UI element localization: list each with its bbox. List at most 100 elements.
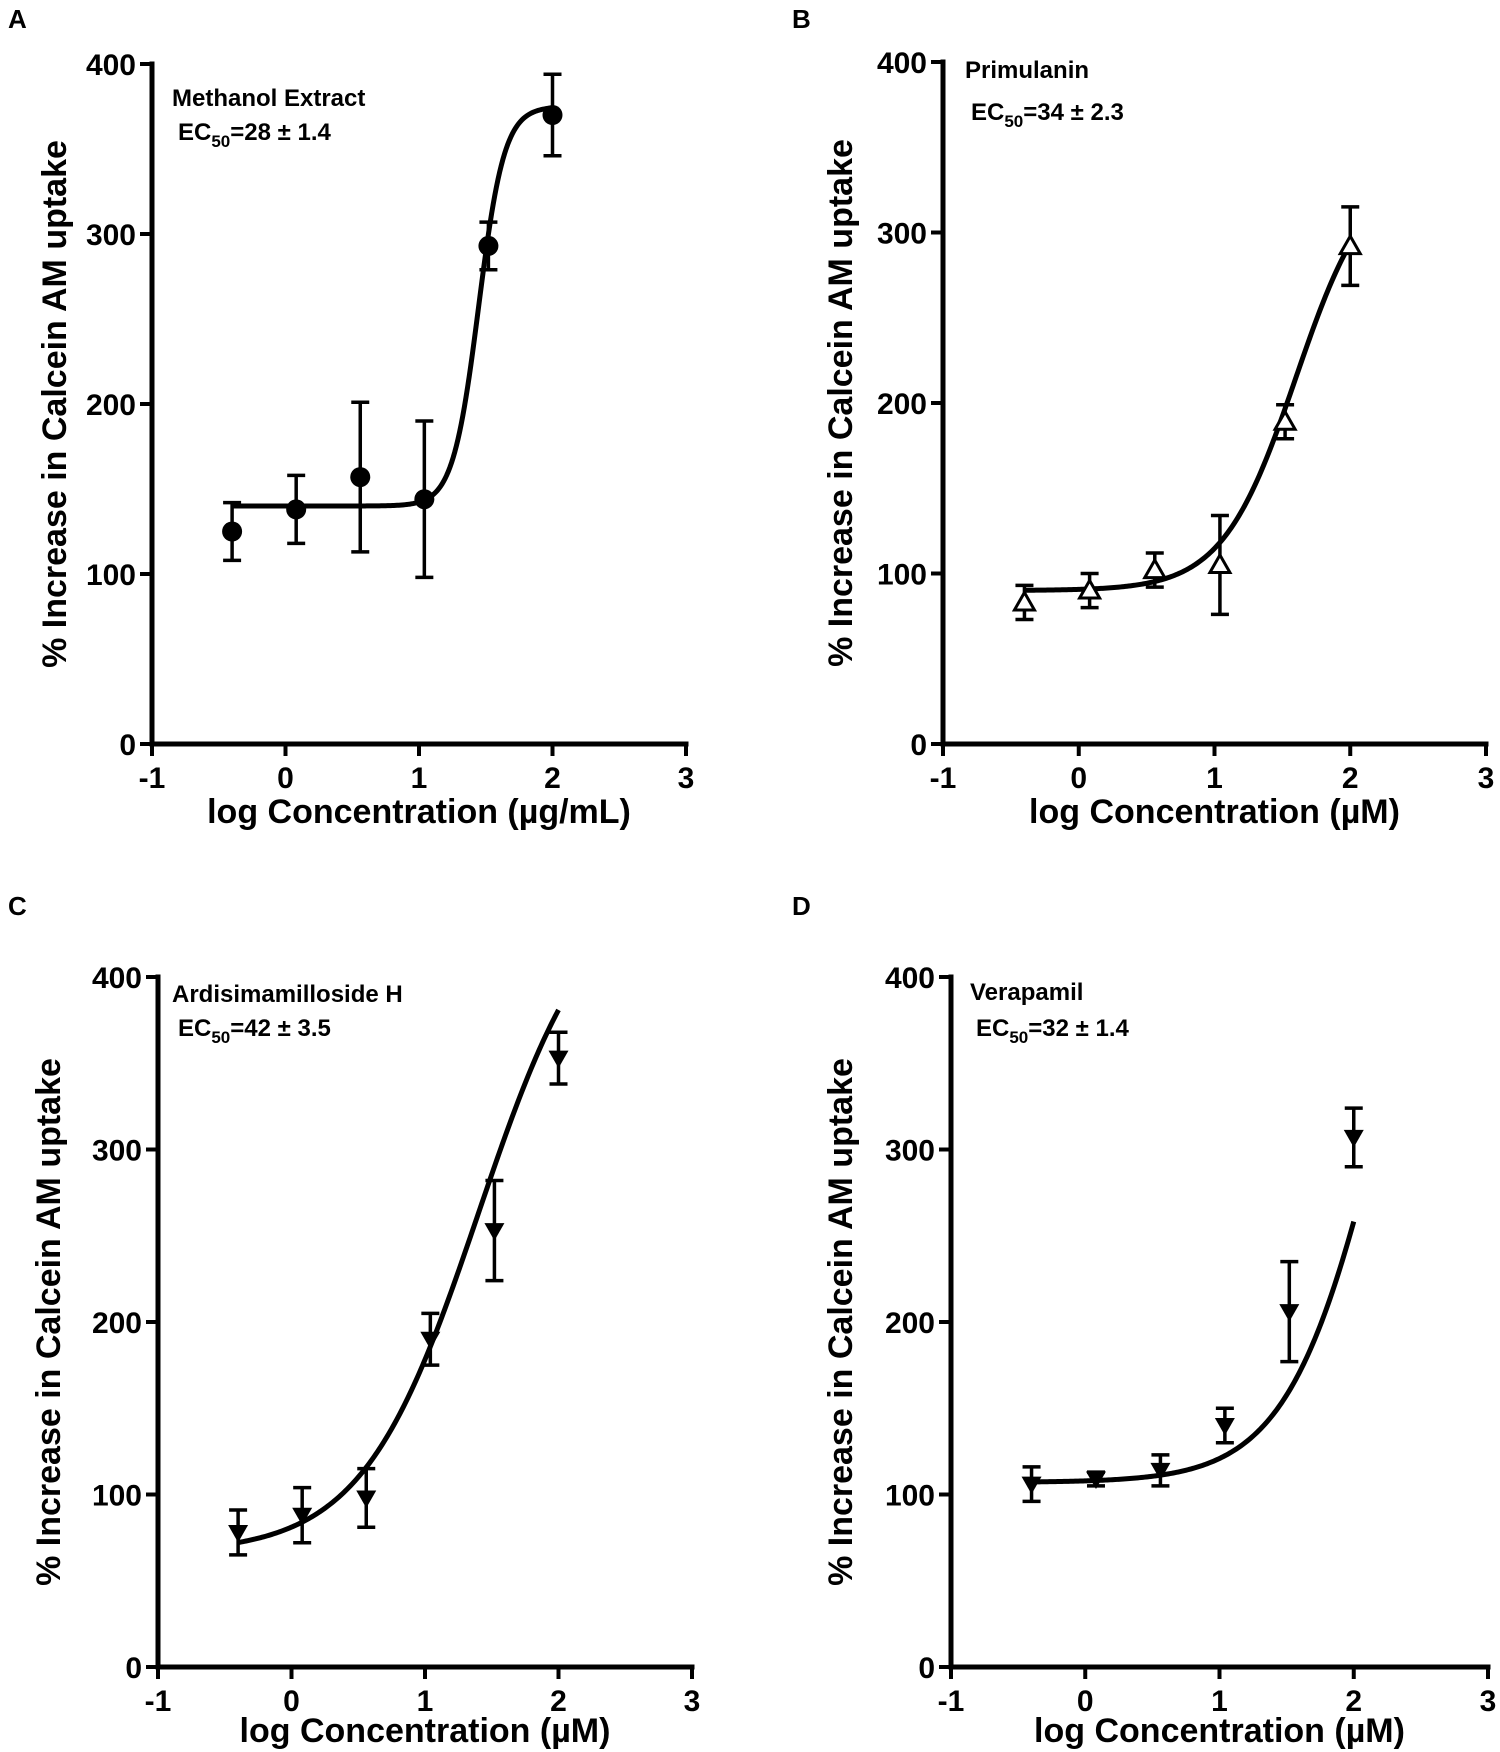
x-tick-label: -1 [938,1685,965,1718]
fit-curve [1024,242,1353,593]
fit-curve [232,105,553,509]
ec50-subscript: 50 [1004,112,1023,131]
data-point [1021,1476,1042,1495]
data-point [484,1223,505,1241]
data-point [1142,557,1168,580]
x-tick-label: 1 [1206,762,1223,795]
x-tick-label: 1 [1211,1685,1228,1718]
y-axis-label: % Increase in Calcein AM uptake [30,1058,68,1586]
compound-title: Primulanin [965,57,1089,84]
ec50-label: EC50=32 ± 1.4 [976,1015,1130,1047]
ec50-value: =42 ± 3.5 [230,1015,331,1042]
y-tick-label: 200 [885,1307,935,1340]
x-tick-label: 2 [1342,762,1359,795]
ec50-value: =32 ± 1.4 [1028,1015,1129,1042]
x-tick-label: -1 [145,1685,172,1718]
x-axis-label: log Concentration (µM) [240,1712,611,1750]
x-axis-label: log Concentration (µg/mL) [207,793,631,831]
ec50-label: EC50=34 ± 2.3 [971,99,1124,131]
x-tick-label: 2 [1345,1685,1362,1718]
ec50-prefix: EC [178,1015,211,1042]
panel-letter: D [792,891,811,921]
x-tick-label: 1 [417,1685,434,1718]
y-tick-label: 100 [885,1480,935,1513]
data-point [414,489,435,510]
panel-letter: B [792,4,811,34]
panel-letter: C [8,891,27,921]
data-point [350,467,371,488]
x-axis-label: log Concentration (µM) [1029,793,1400,831]
y-tick-label: 200 [92,1307,142,1340]
data-point [1150,1462,1171,1481]
y-tick-label: 400 [92,962,142,995]
x-tick-label: 3 [1478,762,1495,795]
ec50-value: =28 ± 1.4 [230,119,331,146]
y-tick-label: 400 [885,962,935,995]
ec50-value: =34 ± 2.3 [1023,99,1124,126]
x-tick-label: 3 [684,1685,701,1718]
data-point [1343,1129,1364,1148]
y-tick-label: 300 [92,1135,142,1168]
y-tick-label: 0 [119,729,136,762]
x-tick-label: 0 [283,1685,300,1718]
data-point [292,1507,313,1526]
data-point [1272,408,1298,431]
y-tick-label: 100 [92,1480,142,1513]
y-tick-label: 100 [877,559,927,592]
x-tick-label: 0 [1070,762,1087,795]
x-tick-label: 2 [550,1685,567,1718]
data-point [356,1490,377,1508]
ec50-label: EC50=42 ± 3.5 [178,1015,331,1047]
y-tick-label: 200 [86,389,136,422]
x-tick-label: -1 [139,762,166,795]
y-tick-label: 100 [86,559,136,592]
data-point [1337,233,1363,256]
x-tick-label: 0 [1077,1685,1094,1718]
data-point [1077,577,1103,600]
ec50-prefix: EC [976,1015,1009,1042]
ec50-prefix: EC [971,99,1004,126]
data-point [1214,1418,1235,1436]
ec50-subscript: 50 [1009,1028,1028,1047]
data-point [1011,589,1038,612]
ec50-label: EC50=28 ± 1.4 [178,119,332,151]
y-tick-label: 300 [86,219,136,252]
y-tick-label: 300 [885,1135,935,1168]
ec50-subscript: 50 [211,1028,230,1047]
y-tick-label: 400 [877,47,927,80]
y-axis-label: % Increase in Calcein AM uptake [822,1058,860,1586]
fit-curve [237,1008,561,1546]
data-point [542,105,563,125]
data-point [1207,551,1233,574]
y-tick-label: 200 [877,388,927,421]
ec50-prefix: EC [178,119,211,146]
y-axis-label: % Increase in Calcein AM uptake [36,140,74,668]
ec50-subscript: 50 [211,132,230,151]
data-point [420,1331,441,1350]
panel-letter: A [8,4,27,34]
y-tick-label: 0 [125,1652,142,1685]
data-point [222,521,243,542]
y-tick-label: 0 [918,1652,935,1685]
y-tick-label: 400 [86,49,136,82]
compound-title: Methanol Extract [172,85,365,112]
y-tick-label: 0 [910,729,927,762]
x-tick-label: -1 [930,762,957,795]
x-tick-label: 3 [678,762,695,795]
x-tick-label: 0 [277,762,294,795]
x-tick-label: 1 [411,762,428,795]
fit-curve [1031,1220,1357,1485]
data-point [228,1524,249,1543]
data-point [286,499,307,520]
y-axis-label: % Increase in Calcein AM uptake [822,139,860,667]
x-axis-label: log Concentration (µM) [1034,1712,1405,1750]
data-point [548,1050,569,1069]
data-point [1279,1304,1300,1322]
data-point [1085,1471,1106,1489]
compound-title: Ardisimamilloside H [172,981,403,1008]
